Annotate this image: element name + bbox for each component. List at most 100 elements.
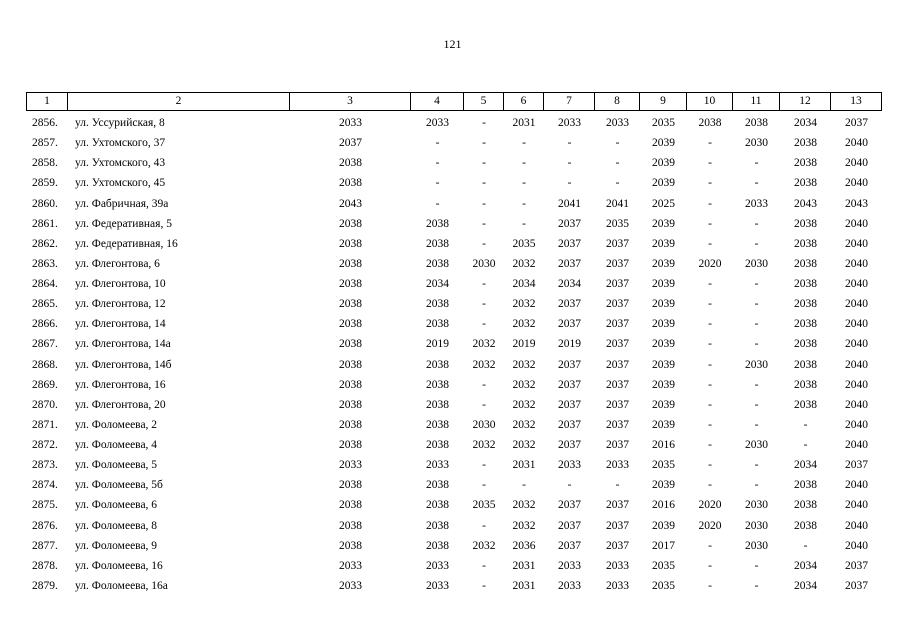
year-cell: 2040 xyxy=(845,338,868,351)
row-number: 2867. xyxy=(32,338,58,351)
header-cell: 9 xyxy=(639,92,687,111)
year-cell: 2017 xyxy=(652,539,675,552)
address: ул. Флегонтова, 6 xyxy=(75,257,160,270)
year-cell: 2038 xyxy=(794,217,817,230)
year-cell: - xyxy=(803,439,808,452)
year-cell: 2032 xyxy=(512,358,536,371)
year-cell: 2038 xyxy=(339,519,362,532)
year-cell: - xyxy=(708,338,712,351)
year-cell: 2032 xyxy=(512,439,536,452)
year-cell: 2037 xyxy=(606,257,629,270)
year-cell: - xyxy=(435,177,440,190)
year-cell: - xyxy=(522,479,526,492)
year-cell: - xyxy=(482,157,486,170)
year-cell: 2037 xyxy=(558,519,581,532)
address: ул. Ухтомского, 37 xyxy=(75,137,166,150)
year-cell: - xyxy=(482,117,486,129)
year-cell: 2037 xyxy=(558,237,581,250)
year-cell: - xyxy=(482,137,486,150)
year-cell: - xyxy=(708,358,712,371)
year-cell: 2038 xyxy=(794,177,817,190)
year-cell: - xyxy=(482,278,486,291)
year-cell: 2038 xyxy=(339,398,362,411)
year-cell: 2038 xyxy=(339,177,362,190)
year-cell: - xyxy=(754,479,759,492)
year-cell: - xyxy=(482,579,486,592)
row-number: 2856. xyxy=(32,117,58,129)
year-cell: 2032 xyxy=(512,378,536,391)
year-cell: 2038 xyxy=(794,499,817,512)
year-cell: 2040 xyxy=(845,257,868,270)
year-cell: 2039 xyxy=(652,237,675,250)
year-cell: - xyxy=(754,398,759,411)
year-cell: 2038 xyxy=(339,318,362,331)
year-cell: 2033 xyxy=(426,559,449,572)
year-cell: - xyxy=(567,177,572,190)
year-cell: 2038 xyxy=(794,298,817,311)
year-cell: 2025 xyxy=(652,197,675,210)
row-number: 2862. xyxy=(32,237,58,250)
year-cell: 2038 xyxy=(339,378,362,391)
year-cell: - xyxy=(708,418,712,431)
year-cell: 2040 xyxy=(845,237,868,250)
row-number: 2859. xyxy=(32,177,58,190)
year-cell: 2032 xyxy=(472,358,496,371)
year-cell: 2033 xyxy=(745,197,768,210)
year-cell: 2033 xyxy=(606,559,629,572)
year-cell: 2032 xyxy=(512,499,536,512)
row-number: 2860. xyxy=(32,197,58,210)
year-cell: - xyxy=(754,157,759,170)
year-cell: 2035 xyxy=(652,559,675,572)
address: ул. Фоломеева, 8 xyxy=(75,519,158,532)
year-cell: 2038 xyxy=(794,479,817,492)
year-cell: 2033 xyxy=(426,117,449,129)
year-cell: 2038 xyxy=(339,539,362,552)
year-cell: - xyxy=(708,197,712,210)
year-cell: 2030 xyxy=(745,137,768,150)
year-cell: - xyxy=(482,398,486,411)
year-cell: 2039 xyxy=(652,479,675,492)
year-cell: 2040 xyxy=(845,318,868,331)
year-cell: - xyxy=(754,318,759,331)
address: ул. Ухтомского, 43 xyxy=(75,157,166,170)
year-cell: 2033 xyxy=(558,117,581,129)
year-cell: 2040 xyxy=(845,519,868,532)
year-cell: 2019 xyxy=(512,338,536,351)
year-cell: 2033 xyxy=(339,459,362,472)
year-cell: 2038 xyxy=(794,157,817,170)
year-cell: - xyxy=(482,459,486,472)
year-cell: 2020 xyxy=(698,499,722,512)
header-cell: 7 xyxy=(543,92,595,111)
year-cell: - xyxy=(708,318,712,331)
address: ул. Федеративная, 16 xyxy=(75,237,178,250)
year-cell: 2039 xyxy=(652,298,675,311)
year-cell: 2038 xyxy=(339,479,362,492)
address: ул. Фоломеева, 2 xyxy=(75,418,158,431)
year-cell: 2040 xyxy=(845,539,868,552)
year-cell: 2037 xyxy=(606,237,629,250)
year-cell: 2038 xyxy=(794,519,817,532)
year-cell: 2033 xyxy=(339,579,362,592)
year-cell: - xyxy=(708,579,712,592)
year-cell: 2032 xyxy=(512,519,536,532)
year-cell: - xyxy=(708,398,712,411)
year-cell: 2033 xyxy=(558,459,581,472)
year-cell: - xyxy=(754,459,759,472)
year-cell: 2038 xyxy=(426,519,449,532)
year-cell: - xyxy=(522,217,526,230)
header-cell: 1 xyxy=(26,92,68,111)
year-cell: 2040 xyxy=(845,217,868,230)
year-cell: - xyxy=(482,378,486,391)
address: ул. Флегонтова, 10 xyxy=(75,278,166,291)
year-cell: - xyxy=(482,298,486,311)
year-cell: 2039 xyxy=(652,257,675,270)
year-cell: 2032 xyxy=(512,418,536,431)
year-cell: 2040 xyxy=(845,479,868,492)
year-cell: 2038 xyxy=(426,237,449,250)
year-cell: 2037 xyxy=(606,278,629,291)
year-cell: 2033 xyxy=(339,117,362,129)
year-cell: - xyxy=(708,378,712,391)
year-cell: 2037 xyxy=(558,539,581,552)
year-cell: 2037 xyxy=(558,439,581,452)
